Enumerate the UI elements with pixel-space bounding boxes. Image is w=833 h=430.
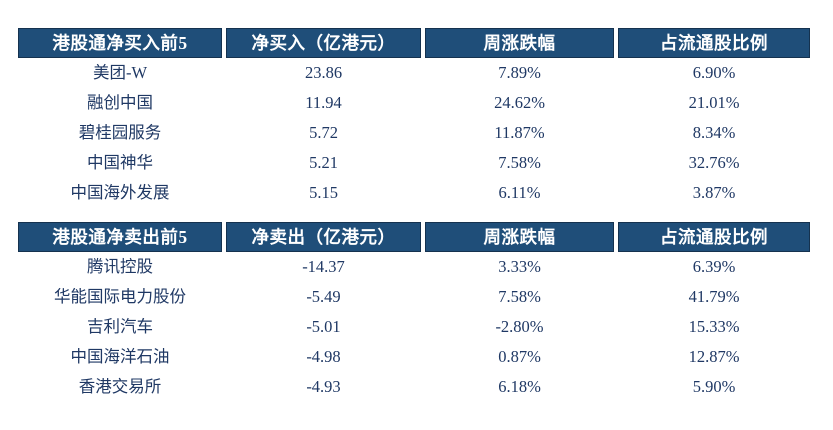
stock-name-cell: 美团-W [92, 63, 148, 82]
header-cell-net-amount: 净卖出（亿港元） [226, 222, 421, 252]
net-amount-cell: -4.93 [306, 377, 341, 396]
net-amount-cell: -5.01 [306, 317, 341, 336]
header-cell-stock: 港股通净买入前5 [18, 28, 222, 58]
net-buy-table: 港股通净买入前5 净买入（亿港元） 周涨跌幅 占流通股比例 美团-W 23.86… [18, 28, 810, 208]
stock-name-cell: 中国海洋石油 [70, 347, 170, 366]
net-amount-cell: -5.49 [306, 287, 341, 306]
float-ratio-cell: 32.76% [688, 153, 740, 172]
net-amount-cell: 5.21 [309, 153, 338, 172]
table-row: 碧桂园服务 5.72 11.87% 8.34% [18, 118, 810, 148]
header-cell-weekly-change: 周涨跌幅 [425, 28, 614, 58]
stock-name-cell: 中国神华 [87, 153, 153, 172]
table-row: 中国海洋石油 -4.98 0.87% 12.87% [18, 342, 810, 372]
net-amount-cell: -14.37 [302, 257, 345, 276]
net-amount-cell: -4.98 [306, 347, 341, 366]
table-row: 美团-W 23.86 7.89% 6.90% [18, 58, 810, 88]
weekly-change-cell: 6.11% [498, 183, 541, 202]
table-row: 腾讯控股 -14.37 3.33% 6.39% [18, 252, 810, 282]
header-cell-weekly-change: 周涨跌幅 [425, 222, 614, 252]
net-amount-cell: 11.94 [305, 93, 342, 112]
header-cell-float-ratio: 占流通股比例 [618, 28, 810, 58]
table-row: 香港交易所 -4.93 6.18% 5.90% [18, 372, 810, 402]
weekly-change-cell: 6.18% [498, 377, 541, 396]
stock-name-cell: 中国海外发展 [70, 183, 170, 202]
float-ratio-cell: 6.39% [692, 257, 736, 276]
float-ratio-cell: 5.90% [692, 377, 736, 396]
stock-name-cell: 吉利汽车 [87, 317, 153, 336]
net-buy-header-row: 港股通净买入前5 净买入（亿港元） 周涨跌幅 占流通股比例 [18, 28, 810, 58]
weekly-change-cell: 7.58% [498, 287, 541, 306]
weekly-change-cell: 24.62% [494, 93, 545, 112]
float-ratio-cell: 15.33% [688, 317, 740, 336]
table-row: 融创中国 11.94 24.62% 21.01% [18, 88, 810, 118]
weekly-change-cell: -2.80% [495, 317, 544, 336]
stock-name-cell: 香港交易所 [78, 377, 162, 396]
stock-name-cell: 华能国际电力股份 [54, 287, 186, 306]
float-ratio-cell: 8.34% [692, 123, 736, 142]
table-row: 华能国际电力股份 -5.49 7.58% 41.79% [18, 282, 810, 312]
float-ratio-cell: 41.79% [688, 287, 740, 306]
stock-name-cell: 碧桂园服务 [78, 123, 162, 142]
net-sell-table: 港股通净卖出前5 净卖出（亿港元） 周涨跌幅 占流通股比例 腾讯控股 -14.3… [18, 222, 810, 402]
weekly-change-cell: 7.58% [498, 153, 541, 172]
float-ratio-cell: 21.01% [688, 93, 740, 112]
table-row: 中国神华 5.21 7.58% 32.76% [18, 148, 810, 178]
weekly-change-cell: 3.33% [498, 257, 541, 276]
header-cell-float-ratio: 占流通股比例 [618, 222, 810, 252]
table-row: 中国海外发展 5.15 6.11% 3.87% [18, 178, 810, 208]
stock-name-cell: 腾讯控股 [87, 257, 153, 276]
weekly-change-cell: 11.87% [494, 123, 545, 142]
net-amount-cell: 23.86 [304, 63, 343, 82]
weekly-change-cell: 0.87% [498, 347, 541, 366]
float-ratio-cell: 12.87% [688, 347, 740, 366]
header-cell-net-amount: 净买入（亿港元） [226, 28, 421, 58]
table-row: 吉利汽车 -5.01 -2.80% 15.33% [18, 312, 810, 342]
weekly-change-cell: 7.89% [498, 63, 541, 82]
float-ratio-cell: 3.87% [692, 183, 736, 202]
southbound-flow-tables: 港股通净买入前5 净买入（亿港元） 周涨跌幅 占流通股比例 美团-W 23.86… [18, 28, 810, 402]
net-sell-header-row: 港股通净卖出前5 净卖出（亿港元） 周涨跌幅 占流通股比例 [18, 222, 810, 252]
net-amount-cell: 5.15 [309, 183, 338, 202]
header-cell-stock: 港股通净卖出前5 [18, 222, 222, 252]
stock-name-cell: 融创中国 [87, 93, 153, 112]
net-amount-cell: 5.72 [309, 123, 338, 142]
float-ratio-cell: 6.90% [692, 63, 736, 82]
